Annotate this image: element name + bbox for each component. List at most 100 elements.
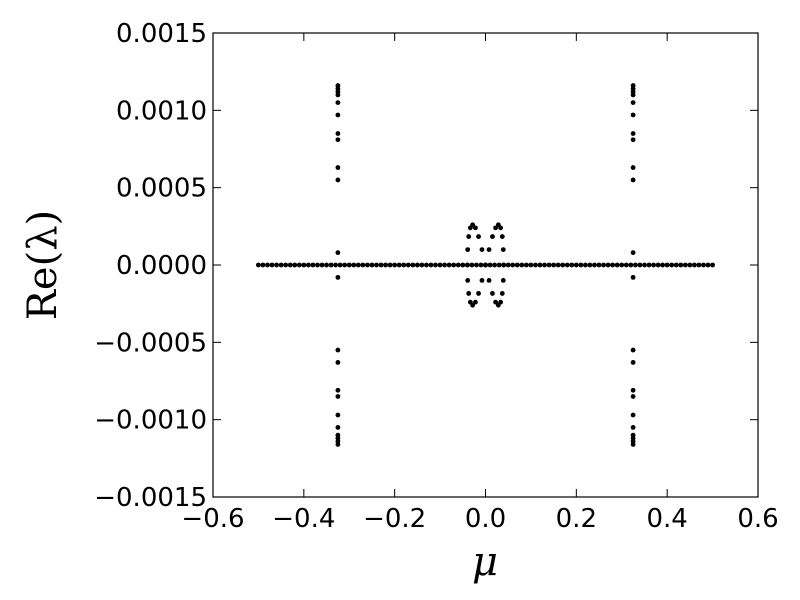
point <box>396 262 402 268</box>
point <box>335 425 341 430</box>
point <box>346 262 352 268</box>
point <box>498 225 504 231</box>
point <box>469 262 475 268</box>
point <box>401 262 407 268</box>
point <box>324 262 329 268</box>
point <box>337 262 343 268</box>
point <box>630 177 636 183</box>
point <box>601 262 606 268</box>
point <box>630 425 636 430</box>
point <box>605 262 611 268</box>
point <box>335 394 341 399</box>
point <box>705 262 711 268</box>
point <box>442 262 448 268</box>
point <box>630 250 636 256</box>
point <box>523 262 529 268</box>
point <box>630 92 636 98</box>
point <box>274 262 279 268</box>
point <box>328 262 334 268</box>
point <box>315 262 320 268</box>
point <box>335 347 341 353</box>
point <box>451 262 457 268</box>
point <box>687 262 693 268</box>
point <box>260 262 266 268</box>
point <box>335 360 341 365</box>
point <box>473 299 478 305</box>
point <box>551 262 557 268</box>
point <box>519 262 525 268</box>
point <box>651 262 656 268</box>
point <box>573 262 579 268</box>
point <box>269 262 275 268</box>
point <box>265 262 270 268</box>
point <box>646 262 652 268</box>
point <box>490 234 495 239</box>
point <box>630 387 636 393</box>
point <box>335 442 341 447</box>
point <box>533 262 538 268</box>
point <box>655 262 661 268</box>
point <box>537 262 543 268</box>
y-tick-label: 0.0010 <box>116 96 207 126</box>
point <box>392 262 398 268</box>
point <box>476 234 481 239</box>
point <box>619 262 625 268</box>
point <box>630 112 636 118</box>
point <box>292 262 298 268</box>
point <box>335 100 341 105</box>
point <box>630 412 636 418</box>
point <box>470 302 476 308</box>
point <box>335 137 341 143</box>
point <box>487 262 493 268</box>
point <box>474 262 479 268</box>
x-axis-label: μ <box>472 539 498 585</box>
point <box>335 131 341 136</box>
point <box>630 347 636 353</box>
point <box>305 262 311 268</box>
point <box>455 262 461 268</box>
point <box>319 262 325 268</box>
point <box>410 262 416 268</box>
point <box>510 262 516 268</box>
point <box>478 262 484 268</box>
point <box>369 262 375 268</box>
point <box>383 262 388 268</box>
point <box>335 274 341 280</box>
y-tick-label: 0.0000 <box>116 251 207 281</box>
point <box>710 262 715 268</box>
point <box>632 262 638 268</box>
point <box>405 262 411 268</box>
point <box>628 262 634 268</box>
point <box>696 262 702 268</box>
point <box>642 262 647 268</box>
point <box>673 262 679 268</box>
point <box>476 291 481 296</box>
y-axis-label: Re(λ) <box>20 210 66 320</box>
point <box>660 262 666 268</box>
point <box>465 247 471 253</box>
point <box>467 225 473 231</box>
point <box>578 262 584 268</box>
point <box>335 412 341 418</box>
y-tick-label: 0.0005 <box>116 174 207 204</box>
point <box>682 262 688 268</box>
point <box>437 262 443 268</box>
y-tick-label: 0.0015 <box>116 19 207 49</box>
point <box>335 165 341 170</box>
point <box>428 262 434 268</box>
point <box>278 262 284 268</box>
point <box>587 262 593 268</box>
point <box>637 262 643 268</box>
point <box>433 262 438 268</box>
point <box>473 225 478 231</box>
point <box>335 92 341 98</box>
point <box>365 262 370 268</box>
point <box>465 277 471 283</box>
point <box>374 262 379 268</box>
point <box>492 262 497 268</box>
point <box>466 234 472 239</box>
point <box>678 262 684 268</box>
point <box>483 262 488 268</box>
x-tick-label: −0.6 <box>181 504 244 534</box>
